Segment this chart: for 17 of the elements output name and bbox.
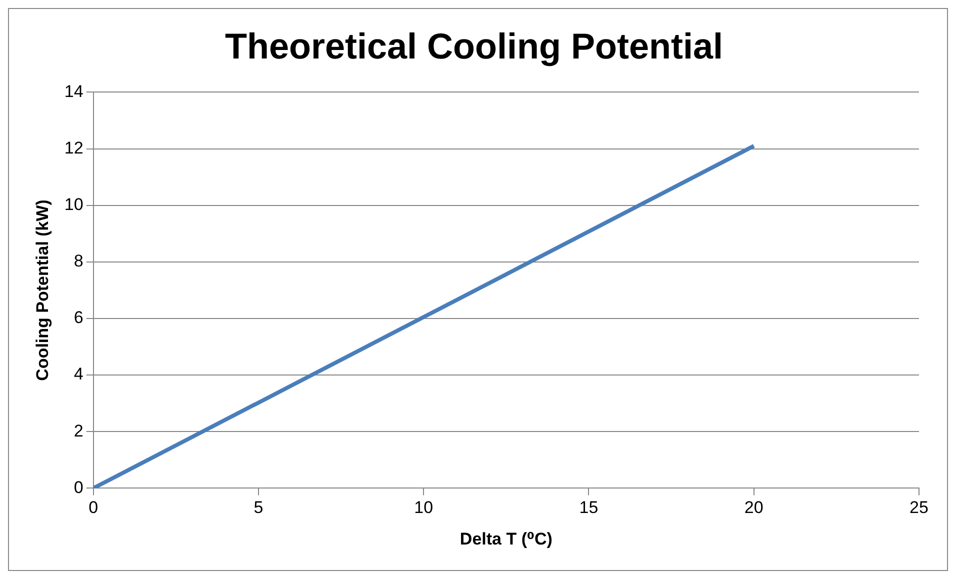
y-tick-label: 6 — [74, 308, 84, 328]
chart-title: Theoretical Cooling Potential — [224, 26, 724, 67]
x-tick-label: 15 — [579, 498, 598, 518]
x-tick-label: 25 — [910, 498, 928, 518]
y-axis-title: Cooling Potential (kW) — [32, 200, 52, 381]
y-tick-label: 2 — [74, 421, 84, 440]
x-tick-label: 20 — [744, 498, 764, 518]
y-tick-label: 8 — [74, 252, 84, 271]
y-tick-label: 14 — [64, 82, 84, 101]
y-tick-label: 12 — [64, 138, 84, 158]
x-axis-title: Delta T (⁰C) — [460, 529, 552, 548]
x-tick-label: 5 — [254, 498, 264, 518]
y-tick-label: 4 — [74, 364, 84, 384]
x-tick-label: 10 — [414, 498, 434, 518]
y-tick-label: 10 — [64, 195, 84, 214]
y-tick-label: 0 — [74, 478, 84, 497]
x-tick-label: 0 — [88, 498, 98, 518]
